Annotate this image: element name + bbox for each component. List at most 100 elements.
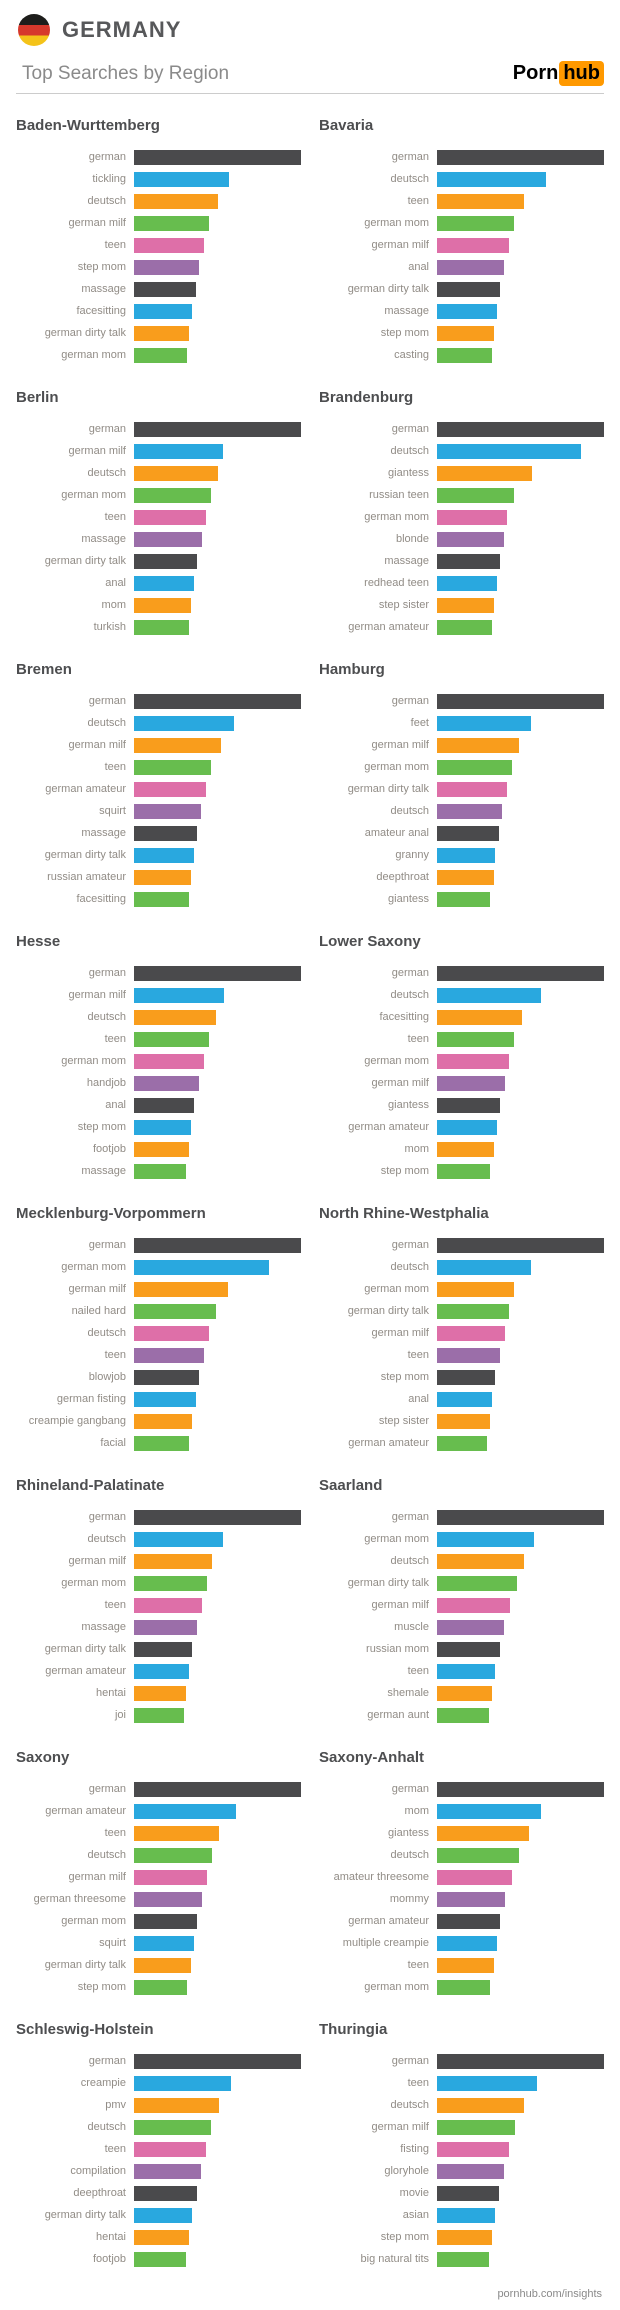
bar-label: deutsch <box>87 1327 126 1339</box>
bar <box>437 259 504 275</box>
bar-label: deutsch <box>87 467 126 479</box>
bar-label: facesitting <box>379 1011 429 1023</box>
bar-label: giantess <box>388 467 429 479</box>
bar-track <box>437 149 604 165</box>
bar-track <box>437 1119 604 1135</box>
bar-track <box>134 487 301 503</box>
bar <box>437 193 524 209</box>
bar <box>134 1685 186 1701</box>
bar <box>437 2163 504 2179</box>
bar <box>437 1391 493 1407</box>
bar-track <box>437 825 604 841</box>
bar-row: squirt <box>16 800 301 822</box>
bar-row: german milf <box>16 212 301 234</box>
bar <box>437 1531 534 1547</box>
bar-label: gloryhole <box>384 2165 429 2177</box>
bar-label: deutsch <box>87 717 126 729</box>
bar-row: hentai <box>16 2226 301 2248</box>
bar-label: massage <box>384 305 429 317</box>
regions-grid: Baden-Wurttemberg german tickling deutsch ge… <box>16 94 604 2270</box>
bar <box>437 421 604 437</box>
bar-row: giantess <box>319 1822 604 1844</box>
bar-label: creampie <box>80 2077 126 2089</box>
bar <box>134 1391 196 1407</box>
bar-row: step mom <box>319 322 604 344</box>
country-title: GERMANY <box>62 17 182 42</box>
bar-row: anal <box>16 572 301 594</box>
bar-label: step mom <box>380 1371 429 1383</box>
bar-track <box>134 531 301 547</box>
region-section: Schleswig-Holstein german creampie pmv deuts… <box>16 2020 301 2270</box>
bar-track <box>437 1031 604 1047</box>
bar <box>134 1237 301 1253</box>
bar-label: squirt <box>99 805 126 817</box>
bar <box>134 759 211 775</box>
bar-row: gloryhole <box>319 2160 604 2182</box>
bar <box>134 869 191 885</box>
bar <box>437 1685 493 1701</box>
bar <box>134 1575 208 1591</box>
bar-row: handjob <box>16 1072 301 1094</box>
bar <box>134 1707 185 1723</box>
bar-row: amateur anal <box>319 822 604 844</box>
bar-track <box>134 1957 301 1973</box>
bar-track <box>437 1685 604 1701</box>
bar <box>437 465 533 481</box>
bar-row: german amateur <box>16 778 301 800</box>
bar-label: german milf <box>68 1871 126 1883</box>
bar-track <box>437 693 604 709</box>
bar-label: step mom <box>380 327 429 339</box>
region-title: Hamburg <box>319 661 385 678</box>
region-title: Hesse <box>16 933 61 950</box>
bar-label: german <box>391 151 429 163</box>
bar-row: creampie gangbang <box>16 1410 301 1432</box>
bar-row: deutsch <box>319 800 604 822</box>
bar-track <box>437 1347 604 1363</box>
bar-row: german <box>319 418 604 440</box>
region-title: Lower Saxony <box>319 933 421 950</box>
bar-track <box>134 171 301 187</box>
bar-track <box>134 737 301 753</box>
bar <box>437 171 546 187</box>
bar-label: german <box>391 1511 429 1523</box>
bar-label: footjob <box>92 2253 126 2265</box>
bar <box>437 1303 509 1319</box>
bar-track <box>437 781 604 797</box>
bar-label: fisting <box>400 2143 429 2155</box>
bar <box>134 2251 186 2267</box>
bar-label: teen <box>104 761 126 773</box>
bar-row: step sister <box>319 1410 604 1432</box>
bar-row: german dirty talk <box>16 550 301 572</box>
bar <box>134 1803 236 1819</box>
bar-row: step mom <box>16 256 301 278</box>
bar-row: german <box>16 1778 301 1800</box>
bar-track <box>437 215 604 231</box>
bar-row: asian <box>319 2204 604 2226</box>
bar-row: german dirty talk <box>319 1572 604 1594</box>
bar <box>134 1009 216 1025</box>
bar-track <box>437 1009 604 1025</box>
header: GERMANY Top Searches by Region Porn hub <box>16 14 604 94</box>
bar-label: anal <box>105 577 126 589</box>
bar-track <box>134 1707 301 1723</box>
bar-track <box>134 237 301 253</box>
bar-label: deepthroat <box>73 2187 126 2199</box>
bar <box>437 215 514 231</box>
bar-track <box>437 1259 604 1275</box>
bar-label: hentai <box>96 2231 126 2243</box>
bar-label: step mom <box>77 1981 126 1993</box>
bar-label: teen <box>104 511 126 523</box>
bar-row: german mom <box>319 756 604 778</box>
bar <box>437 149 604 165</box>
bar-row: german amateur <box>16 1660 301 1682</box>
bar-row: deutsch <box>319 984 604 1006</box>
bar-row: deutsch <box>319 1256 604 1278</box>
bar-row: teen <box>16 1594 301 1616</box>
bar <box>437 553 501 569</box>
bar <box>437 281 501 297</box>
bar-track <box>437 1935 604 1951</box>
bar <box>437 2097 524 2113</box>
bar-row: german milf <box>16 1278 301 1300</box>
bar-label: deutsch <box>87 1849 126 1861</box>
